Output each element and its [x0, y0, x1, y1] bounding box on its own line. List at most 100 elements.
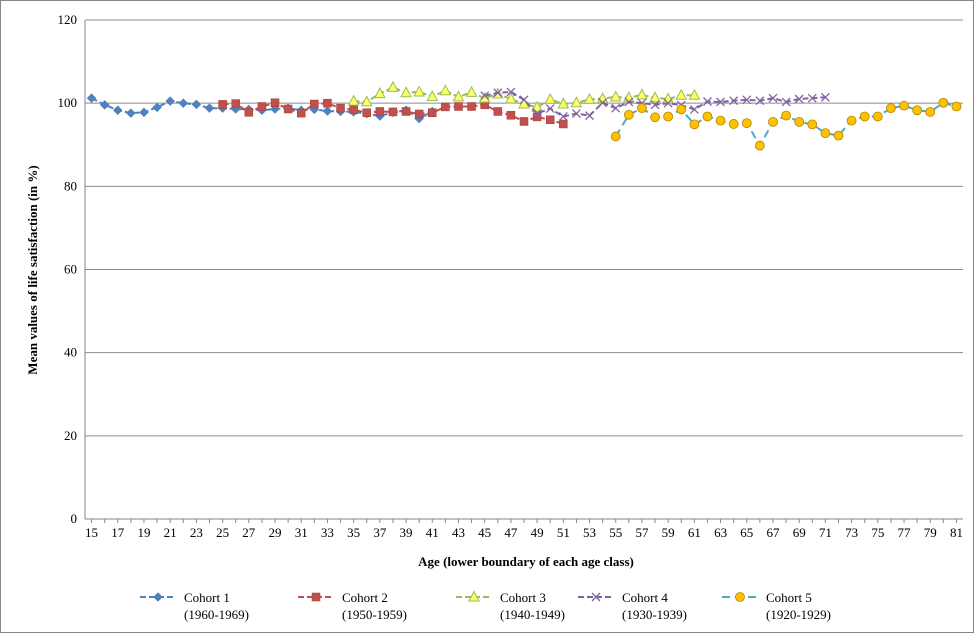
square-marker	[388, 107, 398, 117]
y-tick-label: 20	[64, 428, 77, 443]
x-marker	[519, 95, 529, 105]
x-marker	[781, 97, 791, 107]
circle-marker	[735, 592, 745, 602]
y-tick-label: 120	[58, 12, 78, 27]
circle-marker	[820, 128, 831, 139]
circle-marker	[794, 116, 805, 127]
x-marker	[742, 95, 752, 105]
y-tick-label: 60	[64, 262, 77, 277]
x-tick-label: 67	[766, 525, 780, 540]
triangle-marker	[557, 97, 570, 109]
x-marker	[703, 97, 712, 106]
legend: Cohort 1(1960-1969)Cohort 2(1950-1959)Co…	[140, 590, 831, 622]
square-marker	[493, 107, 503, 116]
diamond-marker	[322, 106, 333, 116]
x-marker	[493, 88, 503, 98]
y-axis-tick-labels: 0 20 40 60 80 100 120	[58, 12, 78, 526]
legend-item-1: Cohort 1 (1960-1969)	[140, 590, 249, 622]
triangle-marker	[505, 92, 517, 104]
square-marker	[545, 115, 555, 125]
circle-marker	[912, 105, 923, 116]
legend-series-period: (1920-1929)	[766, 607, 831, 622]
x-marker	[768, 93, 778, 103]
circle-marker	[951, 101, 962, 112]
circle-marker	[702, 111, 713, 122]
x-marker	[729, 96, 739, 106]
y-tick-label: 100	[58, 95, 78, 110]
x-tick-label: 71	[819, 525, 832, 540]
x-tick-label: 47	[504, 525, 518, 540]
legend-series-name: Cohort 5	[766, 590, 812, 605]
x-marker	[807, 93, 817, 103]
square-marker	[311, 592, 321, 602]
x-tick-label: 63	[714, 525, 727, 540]
triangle-marker	[413, 85, 425, 97]
triangle-marker	[649, 91, 661, 103]
x-tick-label: 19	[137, 525, 150, 540]
x-tick-label: 59	[662, 525, 675, 540]
x-tick-label: 35	[347, 525, 360, 540]
square-marker	[467, 102, 476, 111]
legend-series-name: Cohort 2	[342, 590, 388, 605]
square-marker	[336, 103, 345, 113]
circle-marker	[899, 100, 909, 111]
x-tick-label: 23	[190, 525, 203, 540]
x-tick-label: 79	[924, 525, 937, 540]
diamond-marker	[178, 98, 189, 109]
circle-marker	[859, 111, 870, 122]
diamond-marker	[139, 107, 149, 118]
diamond-marker	[153, 592, 163, 602]
triangle-marker	[531, 100, 543, 112]
series-2	[218, 98, 568, 129]
y-axis-title: Mean values of life satisfaction (in %)	[25, 165, 40, 374]
x-tick-label: 53	[583, 525, 596, 540]
circle-marker	[846, 115, 857, 126]
y-tick-label: 0	[71, 511, 78, 526]
square-marker	[362, 108, 371, 117]
x-marker	[571, 109, 581, 119]
x-tick-label: 45	[478, 525, 491, 540]
circle-marker	[886, 103, 896, 114]
legend-series-name: Cohort 3	[500, 590, 546, 605]
circle-marker	[715, 115, 726, 126]
x-tick-label: 69	[793, 525, 806, 540]
legend-item-3: Cohort 3 (1940-1949)	[456, 590, 565, 622]
circle-marker	[610, 131, 621, 142]
circle-marker	[689, 119, 700, 130]
circle-marker	[925, 106, 936, 117]
diamond-marker	[191, 99, 202, 110]
circle-marker	[754, 140, 765, 151]
x-tick-label: 51	[557, 525, 570, 540]
triangle-marker	[347, 94, 360, 106]
triangle-marker	[387, 80, 399, 92]
x-tick-label: 17	[111, 525, 125, 540]
series-4	[480, 87, 830, 121]
triangle-marker	[426, 89, 439, 102]
legend-item-2: Cohort 2 (1950-1959)	[298, 590, 407, 622]
square-marker	[296, 108, 306, 118]
diamond-marker	[165, 96, 176, 106]
x-tick-label: 29	[269, 525, 282, 540]
square-marker	[506, 110, 516, 120]
triangle-marker	[583, 92, 596, 104]
diamond-marker	[204, 103, 215, 114]
x-tick-label: 21	[164, 525, 177, 540]
x-marker	[611, 103, 621, 113]
x-tick-label: 37	[373, 525, 387, 540]
x-tick-label: 75	[871, 525, 884, 540]
x-tick-label: 73	[845, 525, 858, 540]
square-marker	[218, 100, 227, 109]
series-3	[347, 80, 701, 112]
x-marker	[506, 87, 516, 97]
x-axis-tick-labels: 15 17 19 21 23 25 27 29 31 33 35 37 39 41 43 45 47 49 51 53…	[85, 525, 963, 540]
circle-marker	[781, 110, 791, 121]
circle-marker	[807, 119, 818, 130]
triangle-marker	[468, 590, 480, 602]
square-marker	[401, 107, 411, 116]
x-marker	[716, 97, 726, 107]
circle-marker	[637, 103, 647, 114]
circle-marker	[663, 111, 674, 122]
legend-item-5: Cohort 5 (1920-1929)	[722, 590, 831, 622]
triangle-marker	[609, 90, 622, 102]
